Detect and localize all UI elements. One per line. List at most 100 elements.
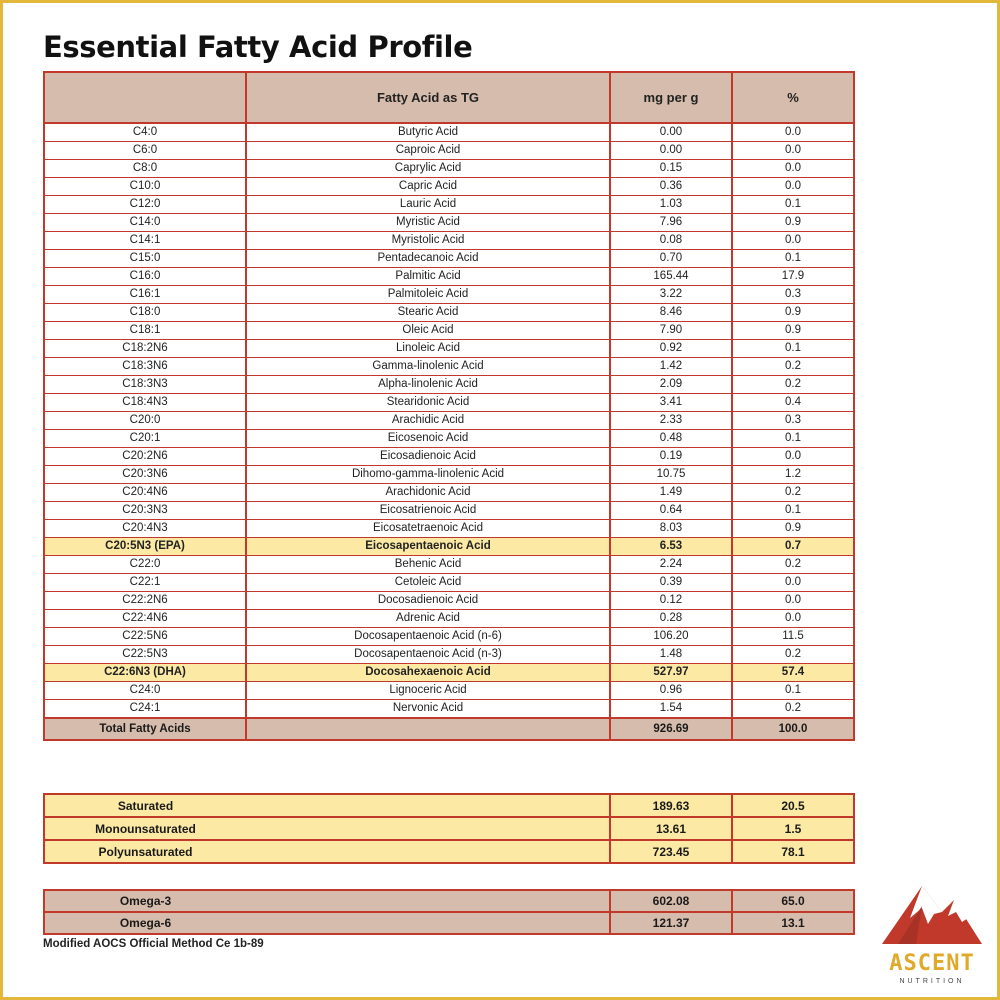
percent-value: 11.5 — [731, 627, 855, 646]
mg-per-g-value: 0.36 — [609, 177, 733, 196]
logo-wordmark: ASCENT — [889, 951, 975, 976]
total-row: Total Fatty Acids 926.69 100.0 — [43, 717, 855, 741]
omega-label: Omega-6 — [43, 911, 246, 935]
fatty-acid-code: C20:3N3 — [43, 501, 247, 520]
fatty-acid-name: Alpha-linolenic Acid — [245, 375, 611, 394]
percent-value: 0.0 — [731, 141, 855, 160]
mg-per-g-value: 0.00 — [609, 122, 733, 142]
fatty-acid-name: Arachidonic Acid — [245, 483, 611, 502]
omega-pct: 13.1 — [731, 911, 855, 935]
fatty-acid-name: Behenic Acid — [245, 555, 611, 574]
fatty-acid-name: Arachidic Acid — [245, 411, 611, 430]
fatty-acid-name: Gamma-linolenic Acid — [245, 357, 611, 376]
percent-value: 0.1 — [731, 195, 855, 214]
header-percent: % — [731, 71, 855, 124]
percent-value: 0.4 — [731, 393, 855, 412]
table-row: C4:0 Butyric Acid 0.00 0.0 — [43, 122, 855, 142]
fatty-acid-name: Linoleic Acid — [245, 339, 611, 358]
mg-per-g-value: 2.33 — [609, 411, 733, 430]
percent-value: 0.1 — [731, 681, 855, 700]
mg-per-g-value: 0.12 — [609, 591, 733, 610]
mg-per-g-value: 6.53 — [609, 537, 733, 556]
table-row: C22:5N6 Docosapentaenoic Acid (n-6) 106.20… — [43, 627, 855, 646]
fatty-acid-code: C22:1 — [43, 573, 247, 592]
fatty-acid-code: C20:5N3 (EPA) — [43, 537, 247, 556]
percent-value: 1.2 — [731, 465, 855, 484]
mg-per-g-value: 3.41 — [609, 393, 733, 412]
table-row: C20:3N3 Eicosatrienoic Acid 0.64 0.1 — [43, 501, 855, 520]
brand-logo: ASCENT NUTRITION — [876, 884, 988, 994]
mg-per-g-value: 106.20 — [609, 627, 733, 646]
table-row: C22:2N6 Docosadienoic Acid 0.12 0.0 — [43, 591, 855, 610]
header-code — [43, 71, 247, 124]
mg-per-g-value: 7.96 — [609, 213, 733, 232]
page-title: Essential Fatty Acid Profile — [43, 30, 473, 64]
omega-mg: 602.08 — [609, 889, 733, 913]
mg-per-g-value: 527.97 — [609, 663, 733, 682]
percent-value: 0.0 — [731, 122, 855, 142]
saturation-empty-cell — [246, 839, 611, 864]
fatty-acid-name: Myristic Acid — [245, 213, 611, 232]
percent-value: 0.2 — [731, 645, 855, 664]
percent-value: 0.0 — [731, 591, 855, 610]
header-fatty-acid: Fatty Acid as TG — [245, 71, 611, 124]
percent-value: 57.4 — [731, 663, 855, 682]
fatty-acid-name: Docosapentaenoic Acid (n-3) — [245, 645, 611, 664]
mg-per-g-value: 1.03 — [609, 195, 733, 214]
fatty-acid-name: Docosadienoic Acid — [245, 591, 611, 610]
percent-value: 0.0 — [731, 177, 855, 196]
fatty-acid-code: C22:0 — [43, 555, 247, 574]
percent-value: 17.9 — [731, 267, 855, 286]
percent-value: 0.0 — [731, 609, 855, 628]
fatty-acid-code: C18:3N3 — [43, 375, 247, 394]
mg-per-g-value: 0.70 — [609, 249, 733, 268]
fatty-acid-code: C22:5N6 — [43, 627, 247, 646]
fatty-acid-code: C16:1 — [43, 285, 247, 304]
saturation-row-saturated: Saturated 189.63 20.5 — [43, 793, 855, 818]
total-mg: 926.69 — [609, 717, 733, 741]
table-row: C22:4N6 Adrenic Acid 0.28 0.0 — [43, 609, 855, 628]
percent-value: 0.2 — [731, 357, 855, 376]
fatty-acid-code: C22:2N6 — [43, 591, 247, 610]
saturation-mg: 723.45 — [609, 839, 733, 864]
table-row: C20:3N6 Dihomo-gamma-linolenic Acid 10.75 1… — [43, 465, 855, 484]
fatty-acid-name: Palmitoleic Acid — [245, 285, 611, 304]
percent-value: 0.2 — [731, 555, 855, 574]
table-row: C20:5N3 (EPA) Eicosapentaenoic Acid 6.53 0.… — [43, 537, 855, 556]
total-empty-cell — [245, 717, 611, 741]
fatty-acid-name: Myristolic Acid — [245, 231, 611, 250]
table-row: C14:0 Myristic Acid 7.96 0.9 — [43, 213, 855, 232]
percent-value: 0.3 — [731, 411, 855, 430]
method-note: Modified AOCS Official Method Ce 1b-89 — [43, 938, 264, 950]
percent-value: 0.1 — [731, 429, 855, 448]
fatty-acid-code: C4:0 — [43, 122, 247, 142]
table-row: C18:3N6 Gamma-linolenic Acid 1.42 0.2 — [43, 357, 855, 376]
percent-value: 0.7 — [731, 537, 855, 556]
table-row: C20:0 Arachidic Acid 2.33 0.3 — [43, 411, 855, 430]
percent-value: 0.1 — [731, 501, 855, 520]
fatty-acid-name: Nervonic Acid — [245, 699, 611, 719]
fatty-acid-code: C15:0 — [43, 249, 247, 268]
percent-value: 0.0 — [731, 159, 855, 178]
total-pct: 100.0 — [731, 717, 855, 741]
table-row: C22:5N3 Docosapentaenoic Acid (n-3) 1.48 0.… — [43, 645, 855, 664]
fatty-acid-name: Caprylic Acid — [245, 159, 611, 178]
percent-value: 0.1 — [731, 249, 855, 268]
table-row: C6:0 Caproic Acid 0.00 0.0 — [43, 141, 855, 160]
table-header-row: Fatty Acid as TG mg per g % — [43, 71, 855, 124]
saturation-label: Saturated — [43, 793, 246, 818]
saturation-label: Monounsaturated — [43, 816, 246, 841]
mg-per-g-value: 0.48 — [609, 429, 733, 448]
omega-table: Omega-3 602.08 65.0 Omega-6 121.37 13.1 — [43, 889, 855, 935]
mg-per-g-value: 0.15 — [609, 159, 733, 178]
fatty-acid-name: Eicosadienoic Acid — [245, 447, 611, 466]
fatty-acid-name: Stearidonic Acid — [245, 393, 611, 412]
fatty-acid-name: Butyric Acid — [245, 122, 611, 142]
fatty-acid-name: Cetoleic Acid — [245, 573, 611, 592]
fatty-acid-code: C14:1 — [43, 231, 247, 250]
saturation-pct: 20.5 — [731, 793, 855, 818]
omega-label: Omega-3 — [43, 889, 246, 913]
fatty-acid-code: C22:6N3 (DHA) — [43, 663, 247, 682]
table-row: C15:0 Pentadecanoic Acid 0.70 0.1 — [43, 249, 855, 268]
omega-pct: 65.0 — [731, 889, 855, 913]
